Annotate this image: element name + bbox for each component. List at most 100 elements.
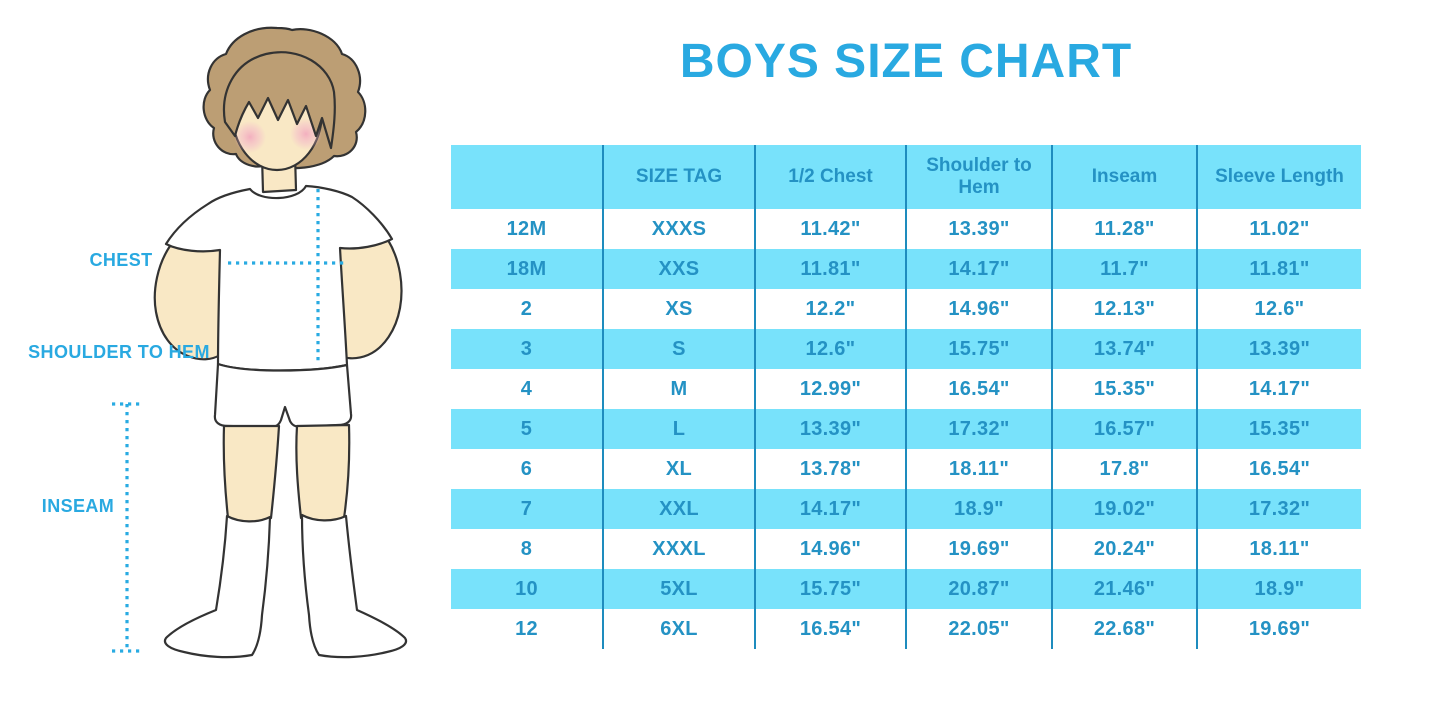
inseam-label: INSEAM	[41, 496, 115, 516]
table-row: 12M XXXS 11.42" 13.39" 11.28" 11.02"	[451, 209, 1361, 249]
table-row: 10 5XL 15.75" 20.87" 21.46" 18.9"	[451, 569, 1361, 609]
size-cell: 3	[520, 337, 533, 360]
size-tag-cell: XXXS	[602, 209, 755, 249]
sleeve-length-cell: 19.69"	[1196, 609, 1361, 649]
half-chest-cell: 11.81"	[754, 249, 906, 289]
sleeve-length-cell: 11.02"	[1196, 209, 1361, 249]
half-chest-cell: 15.75"	[754, 569, 906, 609]
column-header-half-chest: 1/2 Chest	[754, 145, 906, 209]
sleeve-length-cell: 18.9"	[1196, 569, 1361, 609]
sleeve-length-cell: 17.32"	[1196, 489, 1361, 529]
sleeve-length-cell: 16.54"	[1196, 449, 1361, 489]
half-chest-cell: 13.78"	[754, 449, 906, 489]
half-chest-cell: 12.2"	[754, 289, 906, 329]
column-header-size-tag: SIZE TAG	[602, 145, 755, 209]
half-chest-cell: 14.96"	[754, 529, 906, 569]
hair-fringe	[222, 51, 336, 150]
size-cell: 18M	[506, 257, 547, 280]
size-cell: 7	[520, 497, 533, 520]
size-tag-cell: L	[602, 409, 755, 449]
cheek-left	[234, 121, 266, 153]
arm-left	[153, 244, 224, 361]
inseam-cell: 19.02"	[1051, 489, 1197, 529]
size-table: SIZE TAG 1/2 Chest Shoulder to Hem Insea…	[451, 145, 1361, 649]
shoulder-to-hem-cell: 18.11"	[905, 449, 1052, 489]
half-chest-cell: 16.54"	[754, 609, 906, 649]
size-cell: 12M	[506, 217, 547, 240]
inseam-cell: 12.13"	[1051, 289, 1197, 329]
table-header-row: SIZE TAG 1/2 Chest Shoulder to Hem Insea…	[451, 145, 1361, 209]
column-header-shoulder-to-hem: Shoulder to Hem	[905, 145, 1052, 209]
inseam-cell: 15.35"	[1051, 369, 1197, 409]
sock-right	[300, 513, 408, 659]
shoulder-to-hem-label: SHOULDER TO HEM	[28, 342, 210, 362]
inseam-cell: 11.28"	[1051, 209, 1197, 249]
shoulder-to-hem-cell: 19.69"	[905, 529, 1052, 569]
table-row: 5 L 13.39" 17.32" 16.57" 15.35"	[451, 409, 1361, 449]
shorts	[213, 362, 353, 429]
inseam-cell: 20.24"	[1051, 529, 1197, 569]
half-chest-cell: 12.99"	[754, 369, 906, 409]
size-tag-cell: XXS	[602, 249, 755, 289]
shoulder-to-hem-cell: 14.17"	[905, 249, 1052, 289]
inseam-cell: 13.74"	[1051, 329, 1197, 369]
size-cell: 4	[520, 377, 533, 400]
sleeve-length-cell: 11.81"	[1196, 249, 1361, 289]
table-row: 18M XXS 11.81" 14.17" 11.7" 11.81"	[451, 249, 1361, 289]
table-row: 2 XS 12.2" 14.96" 12.13" 12.6"	[451, 289, 1361, 329]
size-tag-cell: 6XL	[602, 609, 755, 649]
table-row: 4 M 12.99" 16.54" 15.35" 14.17"	[451, 369, 1361, 409]
sock-left	[163, 514, 272, 659]
half-chest-cell: 14.17"	[754, 489, 906, 529]
half-chest-cell: 11.42"	[754, 209, 906, 249]
page-title: BOYS SIZE CHART	[679, 35, 1133, 88]
size-tag-cell: XS	[602, 289, 755, 329]
size-cell: 2	[520, 297, 533, 320]
table-row: 8 XXXL 14.96" 19.69" 20.24" 18.11"	[451, 529, 1361, 569]
inseam-cell: 22.68"	[1051, 609, 1197, 649]
shoulder-to-hem-cell: 18.9"	[905, 489, 1052, 529]
inseam-cell: 11.7"	[1051, 249, 1197, 289]
size-cell: 6	[520, 457, 533, 480]
column-header-size	[451, 145, 603, 209]
half-chest-cell: 12.6"	[754, 329, 906, 369]
inseam-cell: 16.57"	[1051, 409, 1197, 449]
half-chest-cell: 13.39"	[754, 409, 906, 449]
sleeve-length-cell: 18.11"	[1196, 529, 1361, 569]
leg-right	[295, 423, 351, 524]
size-tag-cell: S	[602, 329, 755, 369]
size-tag-cell: XXL	[602, 489, 755, 529]
shoulder-to-hem-cell: 15.75"	[905, 329, 1052, 369]
size-tag-cell: 5XL	[602, 569, 755, 609]
table-row: 7 XXL 14.17" 18.9" 19.02" 17.32"	[451, 489, 1361, 529]
shoulder-to-hem-cell: 17.32"	[905, 409, 1052, 449]
shoulder-to-hem-cell: 22.05"	[905, 609, 1052, 649]
column-header-inseam: Inseam	[1051, 145, 1197, 209]
size-tag-cell: XL	[602, 449, 755, 489]
table-row: 6 XL 13.78" 18.11" 17.8" 16.54"	[451, 449, 1361, 489]
column-header-sleeve-length: Sleeve Length	[1196, 145, 1361, 209]
shoulder-to-hem-cell: 14.96"	[905, 289, 1052, 329]
size-cell: 10	[515, 577, 538, 600]
sleeve-length-cell: 15.35"	[1196, 409, 1361, 449]
table-row: 3 S 12.6" 15.75" 13.74" 13.39"	[451, 329, 1361, 369]
inseam-cell: 21.46"	[1051, 569, 1197, 609]
sleeve-length-cell: 14.17"	[1196, 369, 1361, 409]
size-cell: 5	[520, 417, 533, 440]
size-cell: 12	[515, 617, 538, 640]
size-tag-cell: M	[602, 369, 755, 409]
size-tag-cell: XXXL	[602, 529, 755, 569]
chest-label: CHEST	[89, 250, 153, 270]
leg-left	[222, 424, 281, 524]
inseam-cell: 17.8"	[1051, 449, 1197, 489]
table-body: 12M XXXS 11.42" 13.39" 11.28" 11.02" 18M…	[451, 209, 1361, 649]
shoulder-to-hem-cell: 13.39"	[905, 209, 1052, 249]
sleeve-length-cell: 12.6"	[1196, 289, 1361, 329]
shoulder-to-hem-cell: 20.87"	[905, 569, 1052, 609]
table-row: 12 6XL 16.54" 22.05" 22.68" 19.69"	[451, 609, 1361, 649]
size-cell: 8	[520, 537, 533, 560]
sleeve-length-cell: 13.39"	[1196, 329, 1361, 369]
shoulder-to-hem-cell: 16.54"	[905, 369, 1052, 409]
boy-measurement-illustration	[112, 26, 408, 659]
